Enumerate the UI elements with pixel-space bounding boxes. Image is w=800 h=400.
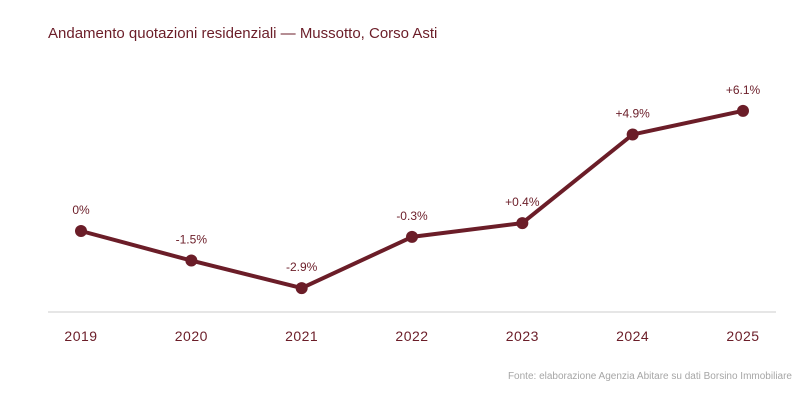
x-tick-label: 2025 — [726, 328, 759, 344]
x-tick-label: 2019 — [64, 328, 97, 344]
data-labels: 0% -1.5% -2.9% -0.3% +0.4% +4.9% +6.1% — [72, 83, 760, 274]
data-point — [75, 225, 87, 237]
data-label: -0.3% — [396, 209, 428, 223]
data-point — [295, 282, 308, 295]
data-point — [185, 254, 198, 267]
data-label: -2.9% — [286, 260, 318, 274]
data-point — [737, 104, 749, 117]
data-label: -1.5% — [176, 233, 208, 247]
x-tick-label: 2023 — [506, 328, 539, 344]
data-point — [406, 230, 418, 243]
data-points — [75, 104, 749, 295]
data-label: +0.4% — [505, 195, 540, 209]
series-line — [79, 108, 745, 291]
data-point — [626, 128, 639, 141]
x-tick-labels: 2019 2020 2021 2022 2023 2024 2025 — [64, 328, 759, 344]
data-point — [516, 217, 529, 230]
data-label: +4.9% — [615, 106, 650, 120]
x-tick-label: 2020 — [175, 328, 208, 344]
x-tick-label: 2024 — [616, 328, 649, 344]
chart-title: Andamento quotazioni residenziali — Muss… — [48, 25, 438, 42]
data-label: +6.1% — [726, 83, 761, 97]
data-label: 0% — [72, 203, 90, 217]
x-tick-label: 2021 — [285, 328, 318, 344]
x-tick-label: 2022 — [395, 328, 428, 344]
source-note: Fonte: elaborazione Agenzia Abitare su d… — [507, 371, 792, 382]
